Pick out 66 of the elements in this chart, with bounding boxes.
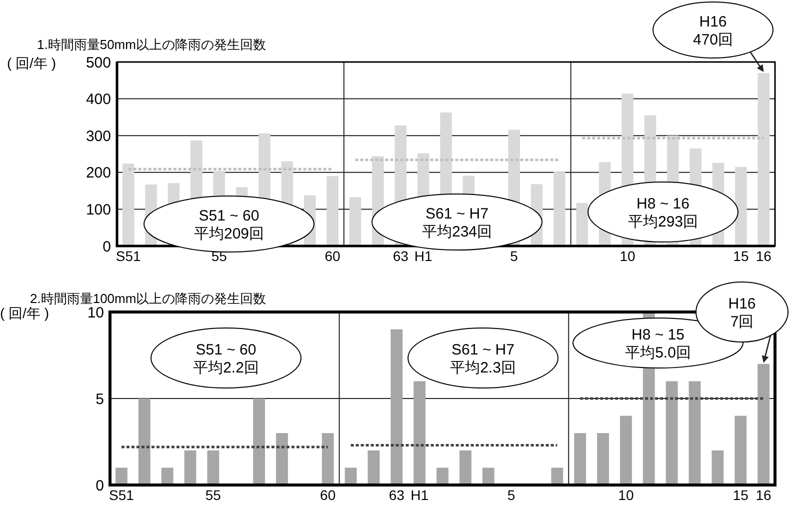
annotation: S51 ~ 60 平均2.2回 <box>193 341 259 376</box>
chart-title: 2.時間雨量100mm以上の降雨の発生回数 <box>30 291 266 306</box>
bar <box>551 468 564 485</box>
x-tick-label: 15 <box>733 248 749 264</box>
bar <box>390 329 403 485</box>
bar <box>620 416 632 485</box>
x-tick-label: 60 <box>320 487 336 503</box>
y-tick-label: 10 <box>87 304 104 322</box>
x-tick-label: 16 <box>756 487 772 503</box>
y-tick-label: 500 <box>86 54 111 72</box>
chart-title: 1.時間雨量50mm以上の降雨の発生回数 <box>37 37 266 52</box>
bar <box>116 468 128 485</box>
bar <box>138 398 150 485</box>
bar <box>734 416 747 485</box>
x-tick-label: H1 <box>410 487 429 503</box>
y-axis-title: ( 回/年 ) <box>0 305 49 321</box>
x-tick-label: H1 <box>414 248 432 264</box>
annotation: H8 ~ 15 平均5.0回 <box>625 326 691 362</box>
y-tick-label: 300 <box>86 128 111 145</box>
bar <box>322 433 334 485</box>
annotation: H16 470回 <box>692 13 734 48</box>
annotation: S61 ~ H7 平均2.3回 <box>450 341 516 376</box>
bar <box>349 197 362 246</box>
x-tick-label: 63 <box>392 248 409 264</box>
bar <box>184 450 196 485</box>
y-tick-label: 5 <box>96 390 104 408</box>
x-tick-label: 10 <box>620 248 636 264</box>
bar <box>122 164 134 246</box>
annotation: H8 ~ 16 平均293回 <box>628 195 698 230</box>
y-axis-title: ( 回/年 ) <box>7 55 56 71</box>
bar <box>597 433 609 485</box>
bar <box>276 433 288 485</box>
x-tick-label: 63 <box>388 487 405 503</box>
y-tick-label: 100 <box>86 201 111 218</box>
bar <box>161 468 174 485</box>
x-tick-label: S51 <box>116 248 142 264</box>
bar <box>735 166 747 246</box>
y-tick-label: 400 <box>86 91 111 108</box>
annotation: S61 ~ H7 平均234回 <box>422 205 492 240</box>
bar <box>688 381 701 485</box>
bar <box>712 450 724 485</box>
x-tick-label: 60 <box>324 248 341 264</box>
bar <box>414 381 426 485</box>
bar <box>666 381 678 485</box>
y-tick-label: 0 <box>96 477 104 494</box>
annotation: H16 7回 <box>728 295 756 330</box>
x-tick-label: 55 <box>205 487 222 503</box>
y-tick-label: 0 <box>102 238 111 256</box>
bar <box>207 450 220 485</box>
x-tick-label: 10 <box>618 487 634 503</box>
bar <box>368 450 380 485</box>
x-tick-label: 5 <box>510 248 518 264</box>
bar <box>482 468 494 485</box>
y-tick-label: 200 <box>86 164 111 182</box>
annotation: S51 ~ 60 平均209回 <box>194 207 264 242</box>
bar <box>574 433 586 485</box>
x-tick-label: 16 <box>756 248 772 264</box>
x-tick-label: 15 <box>732 487 749 503</box>
bar <box>576 202 588 246</box>
bar <box>554 172 566 246</box>
x-tick-label: 5 <box>507 487 516 503</box>
bar <box>253 398 266 485</box>
bar <box>459 450 472 485</box>
bar <box>436 468 448 485</box>
x-tick-label: S51 <box>109 487 134 503</box>
bar <box>326 176 338 246</box>
